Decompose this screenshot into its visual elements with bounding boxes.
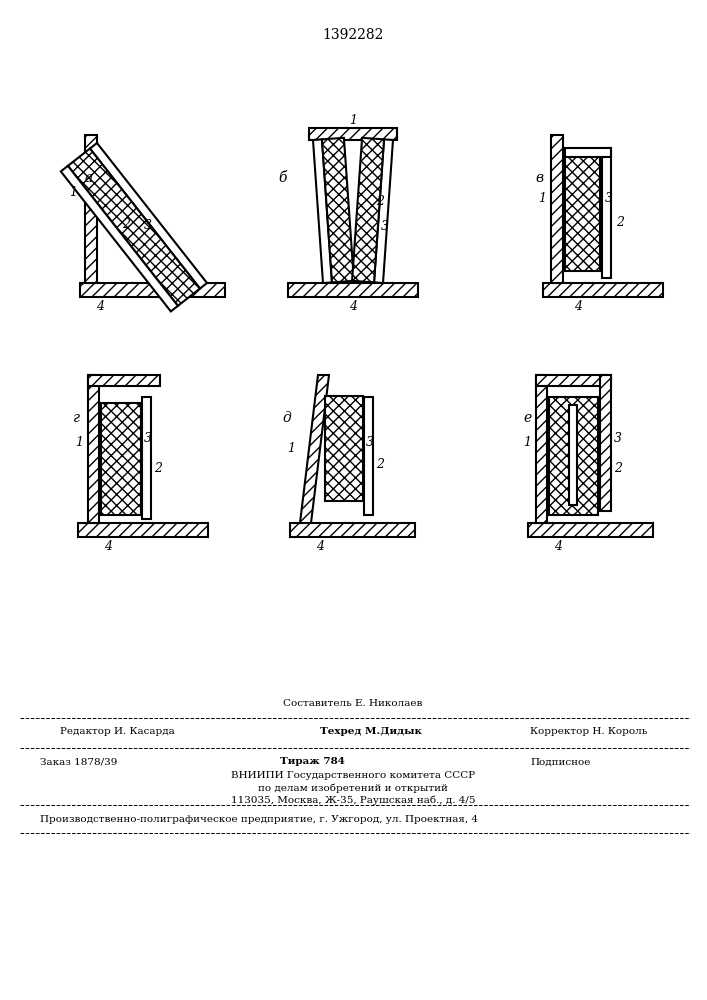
Text: 3: 3 <box>605 192 613 205</box>
Polygon shape <box>322 138 354 282</box>
Polygon shape <box>313 139 332 283</box>
Polygon shape <box>78 523 208 537</box>
Polygon shape <box>68 149 200 306</box>
Text: Техред М.Дидык: Техред М.Дидык <box>320 726 422 736</box>
Text: б: б <box>278 171 286 185</box>
Text: 4: 4 <box>554 540 562 554</box>
Text: Составитель Е. Николаев: Составитель Е. Николаев <box>284 698 423 708</box>
Text: 4: 4 <box>574 300 582 314</box>
Text: в: в <box>535 171 543 185</box>
Polygon shape <box>602 148 611 278</box>
Text: по делам изобретений и открытий: по делам изобретений и открытий <box>258 783 448 793</box>
Text: Заказ 1878/39: Заказ 1878/39 <box>40 758 117 766</box>
Text: 1: 1 <box>523 436 531 450</box>
Text: 4: 4 <box>349 300 357 314</box>
Polygon shape <box>565 153 600 271</box>
Text: 2: 2 <box>154 462 162 475</box>
Polygon shape <box>142 397 151 519</box>
Polygon shape <box>352 138 384 282</box>
Text: Подписное: Подписное <box>530 758 590 766</box>
Text: 2: 2 <box>616 217 624 230</box>
Text: 2: 2 <box>376 458 384 472</box>
Text: 1: 1 <box>287 442 295 454</box>
Text: а: а <box>85 171 93 185</box>
Polygon shape <box>536 375 611 386</box>
Polygon shape <box>309 128 397 140</box>
Text: 1: 1 <box>75 436 83 450</box>
Text: 3: 3 <box>144 432 152 444</box>
Text: 1392282: 1392282 <box>322 28 384 42</box>
Polygon shape <box>300 375 329 523</box>
Polygon shape <box>85 135 97 283</box>
Polygon shape <box>600 375 611 511</box>
Polygon shape <box>88 375 99 523</box>
Polygon shape <box>288 283 418 297</box>
Text: г: г <box>73 411 80 425</box>
Text: Производственно-полиграфическое предприятие, г. Ужгород, ул. Проектная, 4: Производственно-полиграфическое предприя… <box>40 816 478 824</box>
Text: 1: 1 <box>538 192 546 205</box>
Text: Корректор Н. Король: Корректор Н. Король <box>530 726 648 736</box>
Polygon shape <box>364 397 373 515</box>
Polygon shape <box>325 396 363 501</box>
Text: 4: 4 <box>96 300 104 314</box>
Polygon shape <box>80 283 225 297</box>
Text: 4: 4 <box>104 540 112 554</box>
Polygon shape <box>528 523 653 537</box>
Polygon shape <box>565 148 611 157</box>
Text: 113035, Москва, Ж-35, Раушская наб., д. 4/5: 113035, Москва, Ж-35, Раушская наб., д. … <box>230 795 475 805</box>
Text: Тираж 784: Тираж 784 <box>280 758 345 766</box>
Text: 2: 2 <box>376 195 384 208</box>
Text: Редактор И. Касарда: Редактор И. Касарда <box>60 726 175 736</box>
Polygon shape <box>61 166 178 311</box>
Text: 3: 3 <box>144 219 151 232</box>
Text: 2: 2 <box>614 462 622 475</box>
Polygon shape <box>88 375 160 386</box>
Text: 3: 3 <box>381 220 389 233</box>
Text: 3: 3 <box>366 436 374 450</box>
Text: 1: 1 <box>349 113 357 126</box>
Polygon shape <box>374 139 393 283</box>
Text: 2: 2 <box>122 218 130 231</box>
Text: 3: 3 <box>614 432 622 444</box>
Polygon shape <box>101 403 141 515</box>
Polygon shape <box>569 405 577 505</box>
Text: ВНИИПИ Государственного комитета СССР: ВНИИПИ Государственного комитета СССР <box>231 770 475 780</box>
Polygon shape <box>551 135 563 283</box>
Polygon shape <box>549 397 598 515</box>
Text: е: е <box>523 411 531 425</box>
Polygon shape <box>536 375 547 523</box>
Text: д: д <box>282 411 291 425</box>
Polygon shape <box>90 143 207 289</box>
Text: 1: 1 <box>69 186 77 200</box>
Polygon shape <box>290 523 415 537</box>
Text: 4: 4 <box>316 540 324 554</box>
Polygon shape <box>543 283 663 297</box>
